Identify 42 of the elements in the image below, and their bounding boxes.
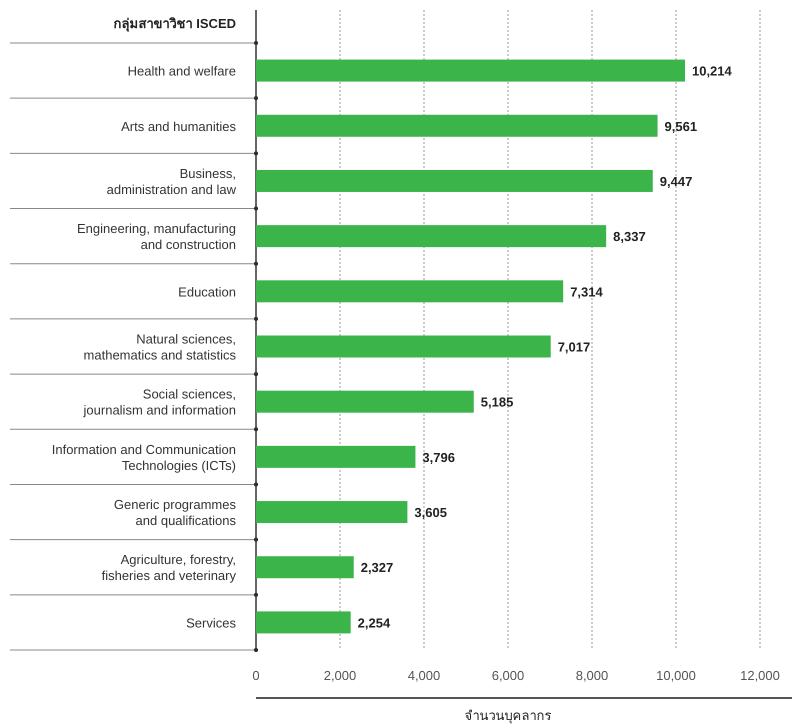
y-tick-label: Services (186, 615, 236, 630)
x-tick-label: 0 (252, 668, 260, 683)
x-axis-title: จำนวนบุคลากร (464, 708, 552, 724)
bar (256, 556, 354, 578)
data-label: 7,314 (570, 284, 604, 300)
y-tick-label: Business, administration and law (106, 166, 237, 197)
bar (256, 225, 606, 248)
data-label: 9,561 (664, 118, 698, 134)
y-tick-label: Natural sciences, mathematics and statistics (84, 332, 236, 362)
bar (256, 446, 416, 468)
bar (256, 390, 474, 413)
x-tick-label: 6,000 (492, 668, 524, 683)
bar (256, 280, 564, 302)
x-tick-label: 10,000 (656, 668, 696, 683)
y-tick-label: Social sciences, journalism and information (82, 386, 236, 418)
x-tick-label: 12,000 (740, 668, 780, 683)
data-label: 2,254 (358, 615, 391, 630)
bar (256, 114, 658, 137)
data-label: 2,327 (360, 560, 394, 576)
y-axis-title: กลุ่มสาขาวิชา ISCED (114, 16, 236, 32)
x-tick-label: 2,000 (324, 668, 356, 683)
data-label: 7,017 (558, 340, 590, 354)
y-tick-label: Generic programmes and qualifications (114, 497, 236, 528)
x-tick-label: 4,000 (408, 668, 440, 683)
data-label: 8,337 (613, 229, 646, 244)
bar (256, 611, 351, 634)
data-label: 9,447 (660, 174, 692, 189)
data-label: 10,214 (692, 64, 733, 79)
y-tick-label: Education (178, 284, 236, 300)
y-tick-label: Information and Communication Technologies (ICTs) (52, 442, 236, 473)
x-tick-label: 8,000 (576, 668, 608, 683)
bar (256, 501, 408, 524)
data-label: 3,605 (414, 505, 447, 520)
data-label: 5,185 (480, 394, 514, 410)
y-tick-label: Arts and humanities (121, 118, 236, 134)
y-tick-label: Health and welfare (128, 64, 236, 79)
y-tick-label: Agriculture, forestry, fisheries and veterinary (102, 552, 236, 584)
bar (256, 60, 685, 82)
y-tick-label: Engineering, manufacturing and construction (77, 221, 236, 252)
bar (256, 170, 653, 192)
data-label: 3,796 (422, 450, 455, 465)
bar (256, 336, 551, 358)
